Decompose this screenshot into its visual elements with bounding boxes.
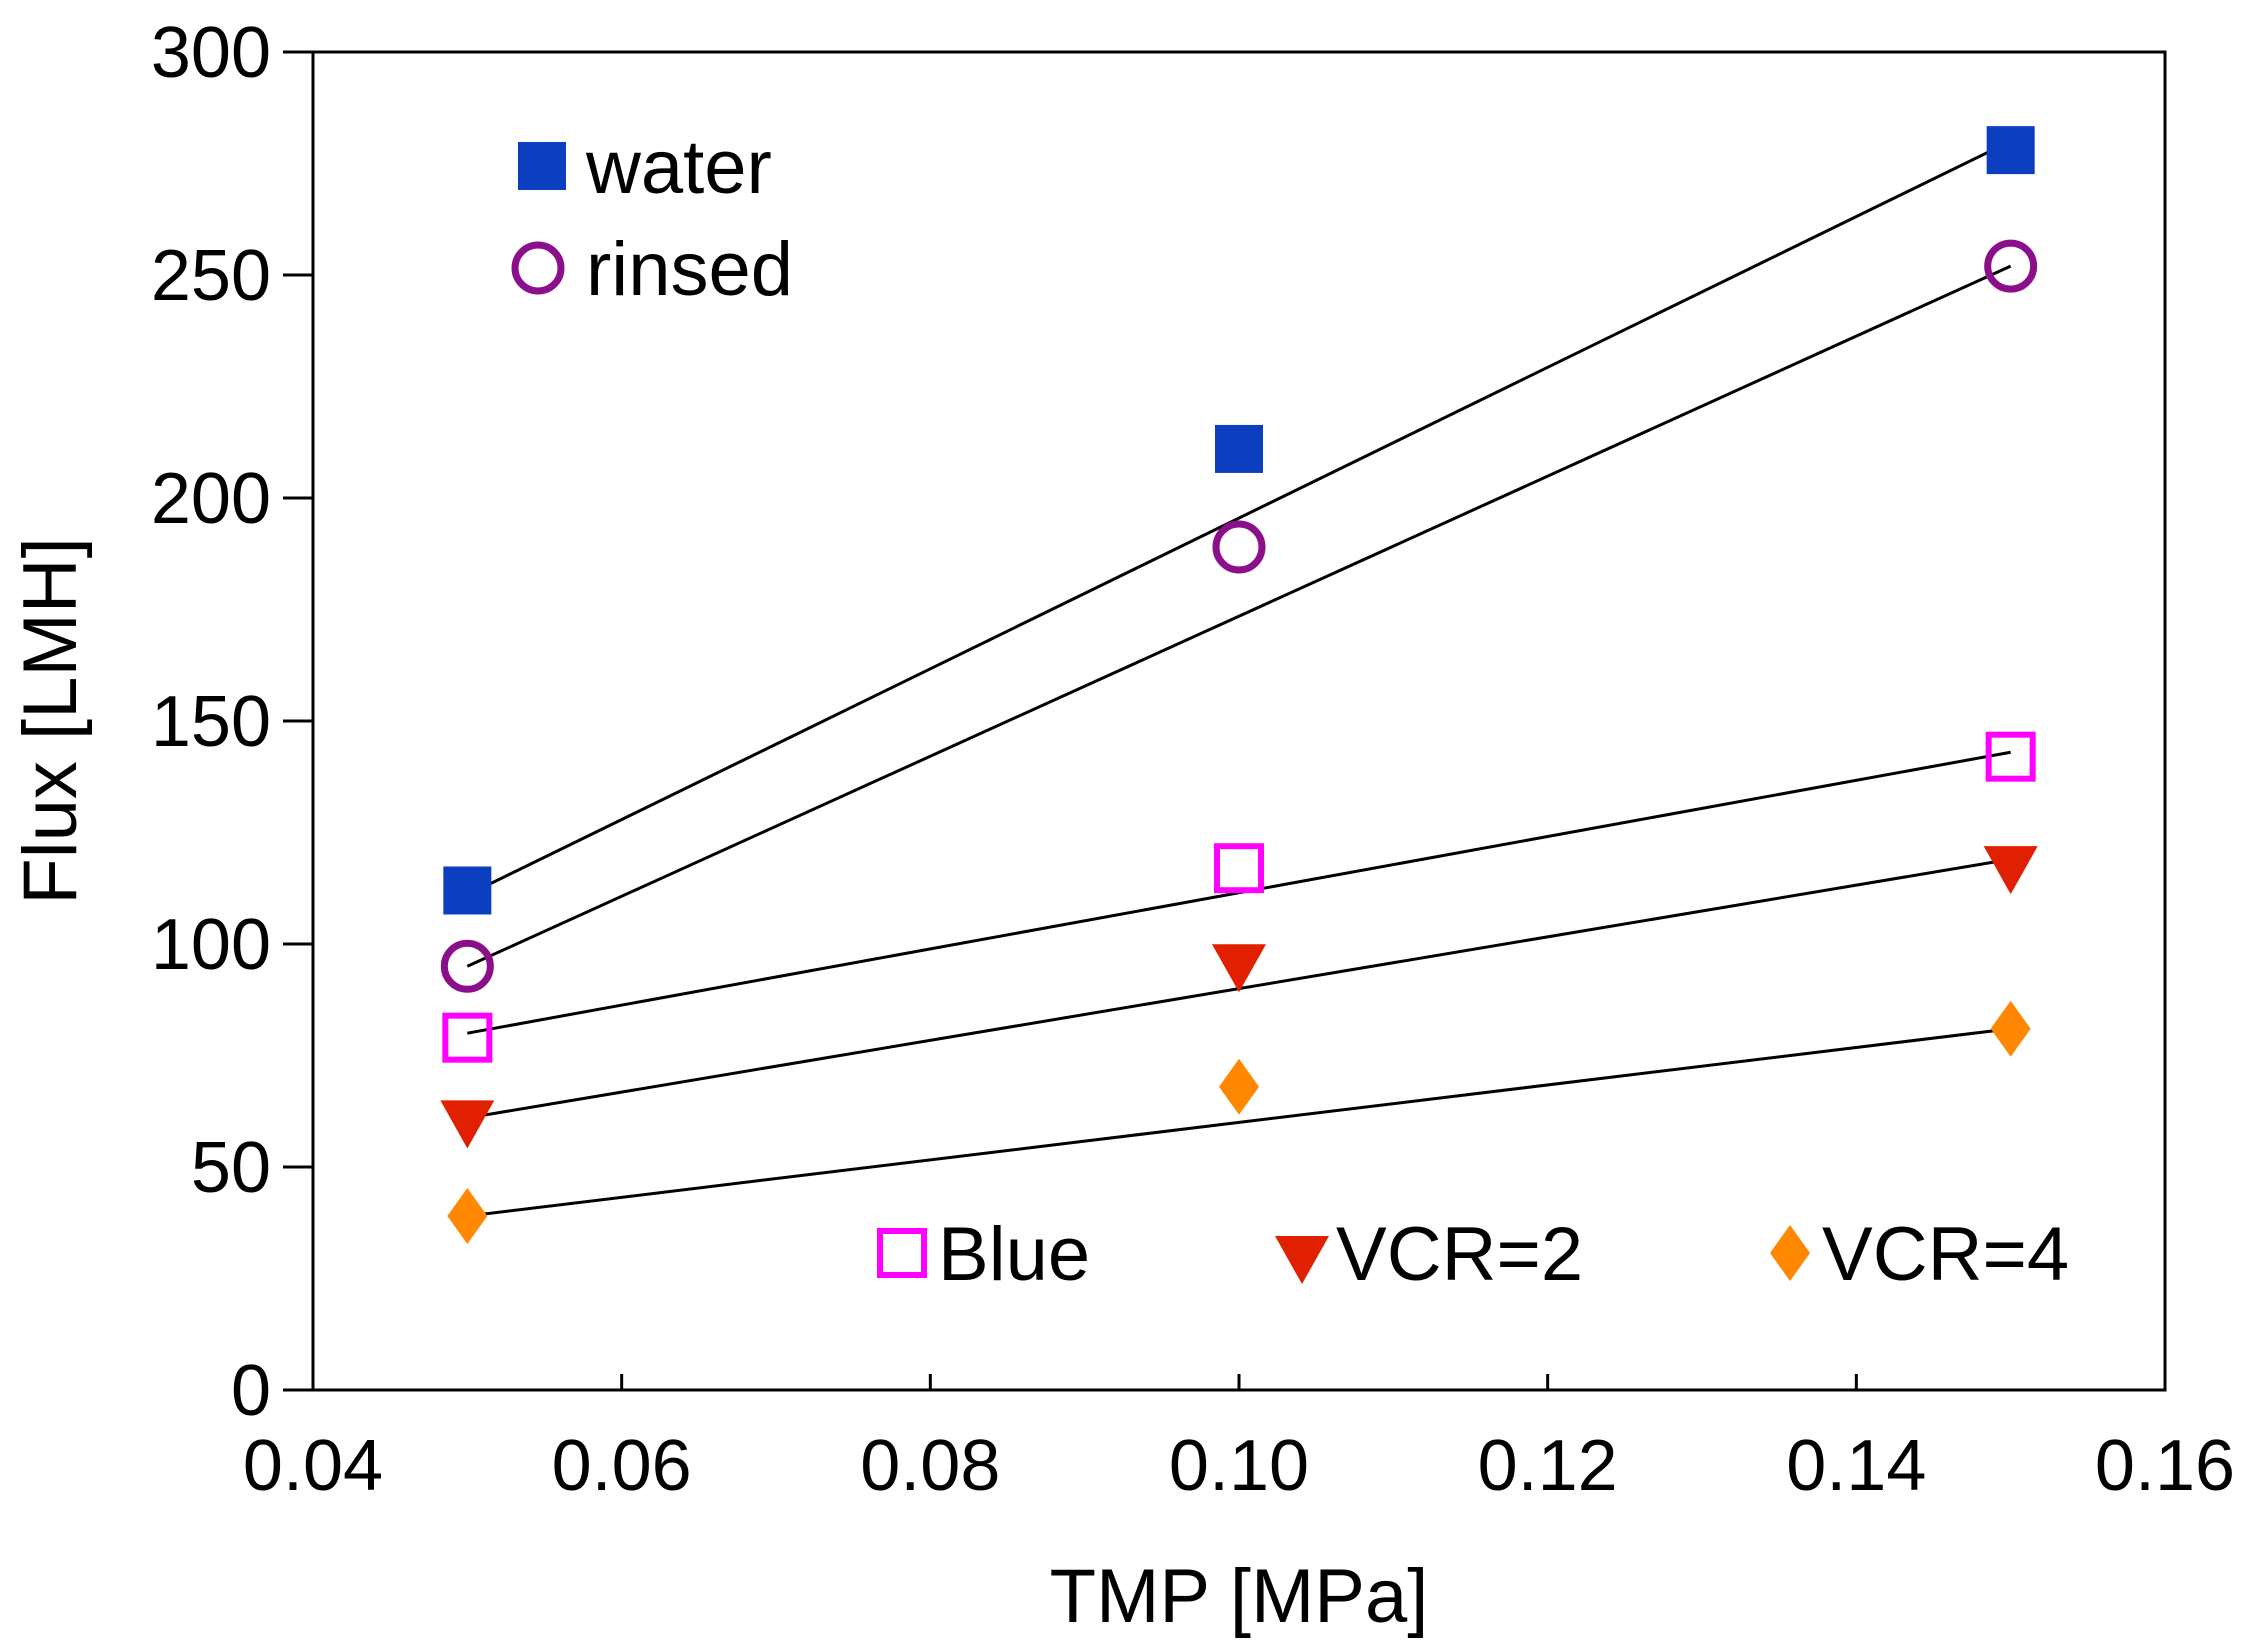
y-tick-label: 250 [151, 236, 271, 316]
legend-marker-vcr-4 [1770, 1225, 1810, 1281]
x-axis-title: TMP [MPa] [1050, 1554, 1429, 1639]
legend-marker-blue [877, 1228, 927, 1278]
x-tick-label: 0.10 [1169, 1426, 1309, 1506]
fit-line-vcr-4 [467, 1027, 2011, 1218]
data-point-water [1986, 126, 2035, 175]
x-tick-label: 0.06 [552, 1426, 692, 1506]
data-point-blue [1214, 843, 1264, 894]
fit-line-water [466, 139, 2012, 897]
data-point-vcr-2 [1983, 846, 2038, 895]
legend-label-blue: Blue [938, 1212, 1090, 1297]
data-point-rinsed [1212, 520, 1266, 574]
data-markers [440, 126, 2038, 1245]
y-tick-label: 200 [151, 459, 271, 539]
legend-label-water: water [585, 125, 772, 210]
data-point-blue [1985, 731, 2036, 782]
legend-label-vcr-4: VCR=4 [1822, 1212, 2069, 1297]
data-point-vcr-2 [1212, 944, 1266, 993]
y-tick-label: 300 [151, 13, 271, 93]
y-tick-label: 150 [151, 682, 271, 762]
data-point-blue [442, 1012, 493, 1063]
x-tick-label: 0.08 [860, 1426, 1000, 1506]
legend-label-rinsed: rinsed [586, 227, 793, 312]
y-tick-label: 0 [231, 1351, 271, 1431]
data-point-vcr-4 [1990, 1000, 2031, 1057]
legend-marker-water [518, 142, 566, 190]
data-point-water [1215, 424, 1263, 473]
legend-label-vcr-2: VCR=2 [1336, 1212, 1583, 1297]
x-axis: 0.04 0.06 0.08 0.10 0.12 0.14 0.16 [243, 1374, 2235, 1506]
data-point-rinsed [1984, 239, 2038, 293]
x-tick-label: 0.04 [243, 1426, 383, 1506]
data-point-water [443, 866, 492, 915]
y-tick-label: 50 [191, 1128, 271, 1208]
data-point-vcr-2 [440, 1100, 495, 1149]
y-axis-title: Flux [LMH] [8, 537, 93, 904]
x-tick-label: 0.16 [2095, 1426, 2235, 1506]
legend-marker-rinsed [511, 241, 565, 295]
y-axis: 0 50 100 150 200 250 300 [151, 13, 313, 1431]
data-point-vcr-4 [1219, 1058, 1259, 1115]
y-tick-label: 100 [151, 905, 271, 985]
data-point-vcr-4 [447, 1188, 488, 1245]
x-tick-label: 0.12 [1478, 1426, 1618, 1506]
legend-marker-vcr-2 [1275, 1236, 1329, 1284]
fit-line-rinsed [466, 264, 2012, 968]
x-tick-label: 0.14 [1786, 1426, 1926, 1506]
data-point-rinsed [440, 939, 494, 993]
legend: water rinsed Blue VCR=2 VCR=4 [511, 125, 2069, 1297]
